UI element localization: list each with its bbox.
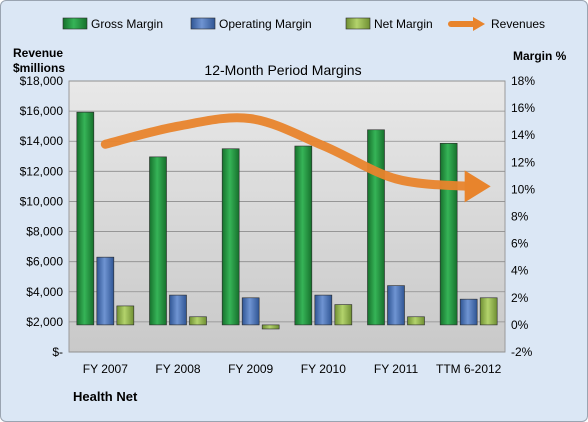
y-left-title-line1: Revenue [13, 46, 63, 60]
left-tick-label: $14,000 [20, 134, 64, 148]
net-margin-bar [334, 304, 353, 326]
right-tick-label: 6% [511, 237, 529, 251]
left-tick-label: $8,000 [26, 225, 63, 239]
legend-swatch [190, 17, 216, 30]
legend-label: Operating Margin [219, 17, 312, 31]
left-tick-label: $16,000 [20, 104, 64, 118]
legend-label: Gross Margin [91, 17, 163, 31]
right-tick-label: 2% [511, 291, 529, 305]
legend-swatch [62, 17, 88, 30]
right-tick-label: 16% [511, 101, 535, 115]
chart-title: 12-Month Period Margins [204, 62, 361, 78]
legend-swatch [345, 17, 371, 30]
x-tick-label: FY 2010 [301, 362, 346, 376]
net-margin-bar [116, 305, 135, 326]
left-tick-label: $- [52, 345, 63, 359]
net-margin-bar [407, 316, 425, 326]
right-axis-ticks: -2% 0% 2% 4% 6% 8% 10% 12% 14% 16% 18% [511, 74, 535, 359]
right-tick-label: 12% [511, 155, 535, 169]
gridlines [69, 80, 505, 353]
net-margin-bar [479, 297, 498, 326]
y-left-title-line2: $millions [13, 61, 65, 75]
legend-label: Net Margin [374, 17, 433, 31]
left-tick-label: $4,000 [26, 285, 63, 299]
right-tick-label: 8% [511, 210, 529, 224]
operating-margin-bar [459, 298, 478, 326]
legend: Gross Margin Operating Margin Net Margin Re… [62, 17, 545, 31]
right-tick-label: 0% [511, 318, 529, 332]
plot-area [68, 80, 506, 353]
right-tick-label: -2% [511, 345, 533, 359]
right-tick-label: 10% [511, 182, 535, 196]
right-tick-label: 4% [511, 264, 529, 278]
gross-margin-bar [439, 143, 458, 326]
x-tick-label: FY 2011 [374, 362, 419, 376]
operating-margin-bar [241, 297, 260, 326]
legend-revenue-arrow [473, 17, 485, 31]
gross-margin-bar [221, 148, 240, 326]
x-tick-label: FY 2007 [83, 362, 128, 376]
operating-margin-bar [96, 256, 115, 326]
gross-margin-bar [149, 156, 167, 326]
left-tick-label: $12,000 [20, 164, 64, 178]
x-axis-labels: FY 2007 FY 2008 FY 2009 FY 2010 FY 2011 TTM 6… [83, 362, 502, 376]
revenue-arrowhead [464, 170, 491, 203]
company-label: Health Net [73, 389, 138, 404]
left-tick-label: $6,000 [26, 255, 63, 269]
net-margin-bar [261, 324, 280, 330]
right-tick-label: 18% [511, 74, 535, 88]
x-tick-label: TTM 6-2012 [436, 362, 502, 376]
left-tick-label: $2,000 [26, 315, 63, 329]
left-tick-label: $10,000 [20, 194, 64, 208]
x-tick-label: FY 2009 [228, 362, 273, 376]
operating-margin-bar [169, 294, 187, 326]
legend-label: Revenues [491, 17, 545, 31]
revenue-line-path [100, 113, 474, 191]
y-right-title: Margin % [513, 49, 567, 63]
right-tick-label: 14% [511, 128, 535, 142]
bar-series [76, 111, 498, 330]
left-axis-ticks: $- $2,000 $4,000 $6,000 $8,000 $10,000 $12,000… [20, 74, 64, 359]
left-tick-label: $18,000 [20, 74, 64, 88]
gross-margin-bar [76, 111, 95, 326]
net-margin-bar [189, 316, 207, 326]
gross-margin-bar [294, 145, 313, 326]
gross-margin-bar [367, 129, 385, 326]
revenue-line [100, 113, 491, 203]
operating-margin-bar [314, 294, 333, 326]
x-tick-label: FY 2008 [155, 362, 200, 376]
operating-margin-bar [387, 285, 405, 326]
